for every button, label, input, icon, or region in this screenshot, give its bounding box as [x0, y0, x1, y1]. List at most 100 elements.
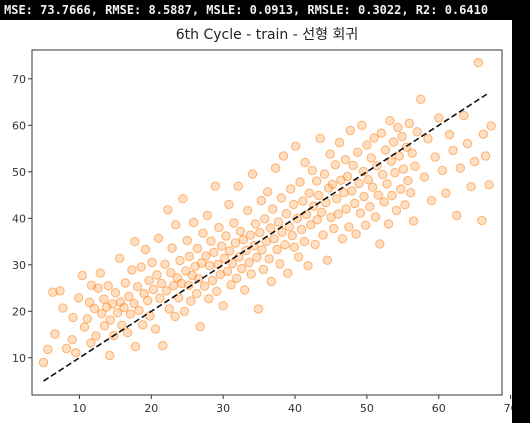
data-point [199, 281, 210, 291]
data-point [312, 215, 322, 225]
data-point [412, 127, 422, 137]
data-point [256, 195, 266, 206]
data-point [191, 288, 202, 299]
data-point [218, 301, 228, 311]
data-point [246, 269, 256, 279]
data-point [55, 286, 65, 296]
data-point [289, 242, 299, 252]
metrics-readout: MSE: 73.7666, RMSE: 8.5887, MSLE: 0.0913… [0, 0, 530, 20]
data-point [130, 341, 141, 352]
data-point [160, 259, 170, 269]
data-point [224, 246, 235, 256]
y-tick-label: 20 [12, 305, 26, 318]
data-point [226, 280, 236, 290]
data-point [355, 208, 366, 218]
data-point [176, 278, 187, 289]
data-point [202, 210, 213, 221]
data-point [195, 322, 205, 332]
data-point [327, 179, 338, 190]
data-point [311, 176, 322, 186]
data-point [394, 151, 404, 161]
data-point [110, 288, 121, 298]
data-point [268, 204, 278, 214]
data-point [288, 199, 299, 210]
data-point [345, 125, 356, 136]
data-point [163, 205, 173, 215]
data-point [348, 160, 358, 171]
data-point [217, 241, 227, 251]
data-point [441, 188, 451, 198]
data-point [486, 121, 496, 131]
data-point [152, 270, 162, 280]
data-point [276, 193, 287, 203]
data-point [58, 303, 68, 313]
data-point [404, 118, 414, 129]
data-point [292, 213, 302, 224]
data-point [192, 243, 203, 254]
data-point [201, 251, 211, 261]
data-point [359, 191, 369, 202]
data-point [207, 275, 218, 286]
data-point [330, 160, 340, 170]
data-points [38, 57, 496, 368]
data-point [148, 284, 159, 295]
y-axis: 10 20 30 40 50 60 70 [12, 73, 32, 365]
data-point [119, 302, 129, 313]
data-point [258, 264, 269, 275]
data-point [99, 321, 110, 331]
data-point [206, 236, 216, 246]
data-point [166, 268, 176, 278]
data-point [309, 201, 319, 211]
data-point [71, 348, 81, 358]
data-point [272, 244, 282, 255]
data-point [103, 281, 113, 291]
data-point [150, 324, 161, 334]
data-point [273, 217, 284, 227]
x-tick-label: 40 [288, 402, 302, 415]
data-point [444, 129, 455, 140]
data-point [186, 296, 196, 306]
data-point [95, 268, 106, 278]
data-point [117, 320, 127, 330]
data-point [278, 151, 289, 161]
data-point [264, 254, 274, 264]
data-point [245, 230, 256, 240]
data-point [125, 309, 136, 319]
y-tick-label: 70 [12, 73, 26, 86]
data-point [360, 220, 371, 231]
data-point [229, 218, 239, 228]
data-point [337, 234, 348, 244]
data-point [181, 266, 191, 276]
data-point [419, 172, 430, 182]
data-point [198, 228, 208, 238]
data-point [397, 131, 407, 142]
data-point [184, 280, 194, 290]
data-point [362, 140, 372, 150]
data-point [153, 233, 164, 244]
data-point [204, 294, 214, 304]
data-point [315, 133, 325, 144]
data-point [219, 253, 230, 263]
data-point [363, 175, 373, 185]
data-point [214, 222, 224, 233]
data-point [97, 308, 107, 319]
data-point [143, 295, 153, 306]
data-point [416, 94, 426, 105]
x-tick-label: 70 [504, 402, 512, 415]
data-point [382, 179, 392, 189]
x-tick-label: 60 [432, 402, 446, 415]
data-point [89, 303, 100, 314]
data-point [383, 219, 394, 229]
data-point [68, 312, 78, 323]
data-point [380, 145, 391, 155]
data-point [281, 209, 292, 219]
data-point [280, 240, 290, 250]
data-point [332, 194, 342, 204]
data-point [132, 282, 143, 292]
data-point [138, 320, 148, 330]
data-point [61, 343, 72, 354]
data-point [403, 176, 413, 186]
data-point [74, 293, 84, 303]
data-point [318, 230, 328, 240]
data-point [314, 190, 324, 201]
